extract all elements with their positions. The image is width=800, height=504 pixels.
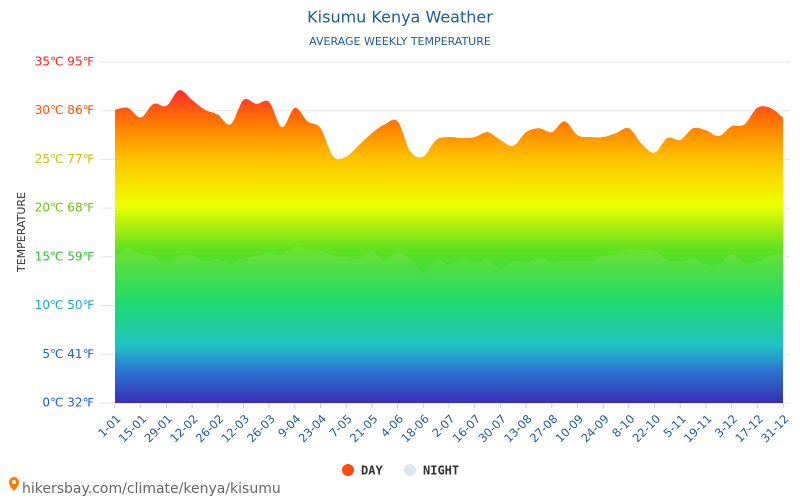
night-shade <box>115 246 783 403</box>
y-tick-label: 15℃ 59℉ <box>35 249 94 263</box>
legend: DAY NIGHT <box>342 464 459 478</box>
y-tick-label: 25℃ 77℉ <box>35 152 94 166</box>
x-tick-label: 19-11 <box>681 412 715 446</box>
y-tick-label: 0℃ 32℉ <box>42 396 94 410</box>
legend-label: DAY <box>361 464 383 478</box>
x-tick-label: 12-03 <box>219 412 253 446</box>
chart-subtitle: AVERAGE WEEKLY TEMPERATURE <box>309 35 491 48</box>
x-tick-label: 21-05 <box>347 412 381 446</box>
x-tick-label: 22-10 <box>630 412 664 446</box>
legend-label: NIGHT <box>423 464 459 478</box>
x-tick-label: 15-01 <box>116 412 150 446</box>
y-tick-label: 5℃ 41℉ <box>42 347 94 361</box>
x-tick-label: 24-09 <box>578 412 612 446</box>
x-tick-label: 29-01 <box>141 412 175 446</box>
legend-marker <box>342 464 354 476</box>
source: hikersbay.com/climate/kenya/kisumu <box>22 481 281 497</box>
night-area <box>115 246 783 403</box>
y-tick-label: 35℃ 95℉ <box>35 55 94 69</box>
x-tick-label: 23-04 <box>296 412 330 446</box>
x-tick-label: 16-07 <box>450 412 484 446</box>
x-tick-label: 12-02 <box>167 412 201 446</box>
x-tick-label: 27-08 <box>527 412 561 446</box>
pin-dot <box>12 480 16 484</box>
y-tick-label: 10℃ 50℉ <box>35 298 94 312</box>
y-tick-label: 20℃ 68℉ <box>35 201 94 215</box>
y-axis-title: TEMPERATURE <box>15 192 28 273</box>
x-tick-label: 17-12 <box>732 412 766 446</box>
x-tick-label: 30-07 <box>475 412 509 446</box>
x-tick-label: 31-12 <box>758 412 792 446</box>
x-tick-label: 18-06 <box>398 412 432 446</box>
x-tick-label: 13-08 <box>501 412 535 446</box>
y-tick-label: 30℃ 86℉ <box>35 103 94 117</box>
x-tick-label: 26-02 <box>193 412 227 446</box>
legend-marker <box>404 464 416 476</box>
x-tick-label: 10-09 <box>553 412 587 446</box>
x-tick-label: 26-03 <box>244 412 278 446</box>
chart-title: Kisumu Kenya Weather <box>307 8 493 27</box>
